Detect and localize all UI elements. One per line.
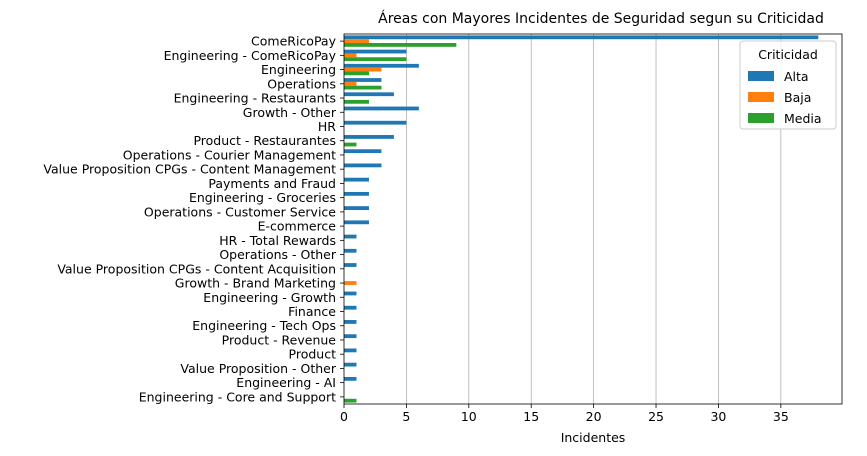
grid-lines xyxy=(406,34,782,404)
bar-baja xyxy=(344,81,357,86)
y-tick-label: E-commerce xyxy=(258,219,337,234)
legend-box xyxy=(739,40,837,130)
legend-title: Criticidad xyxy=(758,47,818,62)
plot-frame xyxy=(343,33,843,405)
bar-alta xyxy=(344,320,357,324)
bar-alta xyxy=(344,206,369,210)
bar-alta xyxy=(344,106,419,111)
bar-alta xyxy=(344,35,819,40)
y-tick-label: Operations - Customer Service xyxy=(144,204,336,219)
bar-baja xyxy=(344,53,357,58)
bar-media xyxy=(344,85,382,90)
y-tick-label: ComeRicoPay xyxy=(251,34,337,49)
bar-media xyxy=(344,71,369,76)
x-tick-label: 25 xyxy=(648,409,664,424)
bar-alta xyxy=(344,234,357,239)
bar-alta xyxy=(344,191,369,196)
bar-alta xyxy=(344,220,369,225)
y-tick-label: Engineering - Tech Ops xyxy=(192,318,336,333)
y-tick-label: Product - Revenue xyxy=(222,332,337,347)
x-tick-label: 10 xyxy=(461,409,477,424)
bar-alta xyxy=(344,177,369,182)
y-tick-label: Growth - Brand Marketing xyxy=(175,276,336,291)
bar-media xyxy=(344,99,369,104)
y-tick-label: Operations - Courier Management xyxy=(123,147,336,162)
y-tick-label: Growth - Other xyxy=(243,105,337,120)
bar-alta xyxy=(344,305,357,310)
y-tick-label: HR xyxy=(318,119,336,134)
bar-alta xyxy=(344,291,357,296)
bar-alta xyxy=(344,78,382,82)
bars xyxy=(344,35,819,403)
bar-media xyxy=(344,142,357,147)
y-tick-label: Engineering - ComeRicoPay xyxy=(164,48,337,63)
bar-alta xyxy=(344,135,394,139)
legend-swatch-media xyxy=(748,113,774,123)
bar-alta xyxy=(344,248,357,253)
legend-entry-baja: Baja xyxy=(784,90,811,105)
bar-alta xyxy=(344,63,419,68)
y-tick-label: Engineering xyxy=(261,62,336,77)
y-tick-label: Engineering - Growth xyxy=(203,290,336,305)
x-tick-label: 35 xyxy=(773,409,789,424)
y-tick-label: HR - Total Rewards xyxy=(219,233,336,248)
bar-alta xyxy=(344,334,357,339)
bar-media xyxy=(344,57,407,62)
y-tick-label: Engineering - Groceries xyxy=(189,190,336,205)
legend-swatch-alta xyxy=(748,71,774,81)
chart-title: Áreas con Mayores Incidentes de Segurida… xyxy=(378,10,824,27)
x-tick-label: 30 xyxy=(710,409,726,424)
x-tick-label: 15 xyxy=(523,409,539,424)
y-tick-label: Value Proposition CPGs - Content Managem… xyxy=(43,162,336,177)
y-tick-label: Engineering - Core and Support xyxy=(139,389,336,404)
x-axis-label: Incidentes xyxy=(561,430,626,445)
y-tick-label: Operations xyxy=(267,76,336,91)
bar-alta xyxy=(344,362,357,367)
bar-alta xyxy=(344,120,407,125)
x-tick-label: 0 xyxy=(340,409,348,424)
x-axis-ticks: 0 5 10 15 20 25 30 35 xyxy=(340,404,789,424)
y-tick-label: Finance xyxy=(288,304,336,319)
bar-media xyxy=(344,43,457,47)
y-tick-label: Operations - Other xyxy=(219,247,337,262)
y-tick-label: Payments and Fraud xyxy=(208,176,336,191)
bar-baja xyxy=(344,39,369,44)
bar-alta xyxy=(344,149,382,154)
y-tick-label: Product - Restaurantes xyxy=(193,133,336,148)
bar-alta xyxy=(344,49,407,54)
y-tick-label: Value Proposition - Other xyxy=(180,361,336,376)
bar-baja xyxy=(344,281,357,285)
bar-alta xyxy=(344,163,382,168)
y-tick-label: Engineering - AI xyxy=(236,375,336,390)
bar-alta xyxy=(344,376,357,381)
y-tick-label: Value Proposition CPGs - Content Acquisi… xyxy=(57,261,336,276)
y-tick-label: Product xyxy=(289,347,337,362)
bar-alta xyxy=(344,263,357,267)
x-tick-label: 20 xyxy=(586,409,602,424)
legend-swatch-baja xyxy=(748,92,774,102)
legend-entry-media: Media xyxy=(784,111,822,126)
legend: Criticidad Alta Baja Media xyxy=(739,40,837,130)
legend-entry-alta: Alta xyxy=(784,69,809,84)
bar-baja xyxy=(344,67,382,72)
bar-alta xyxy=(344,92,394,97)
x-tick-label: 5 xyxy=(402,409,410,424)
bar-media xyxy=(344,398,357,403)
bar-alta xyxy=(344,348,357,353)
y-tick-label: Engineering - Restaurants xyxy=(174,91,336,106)
